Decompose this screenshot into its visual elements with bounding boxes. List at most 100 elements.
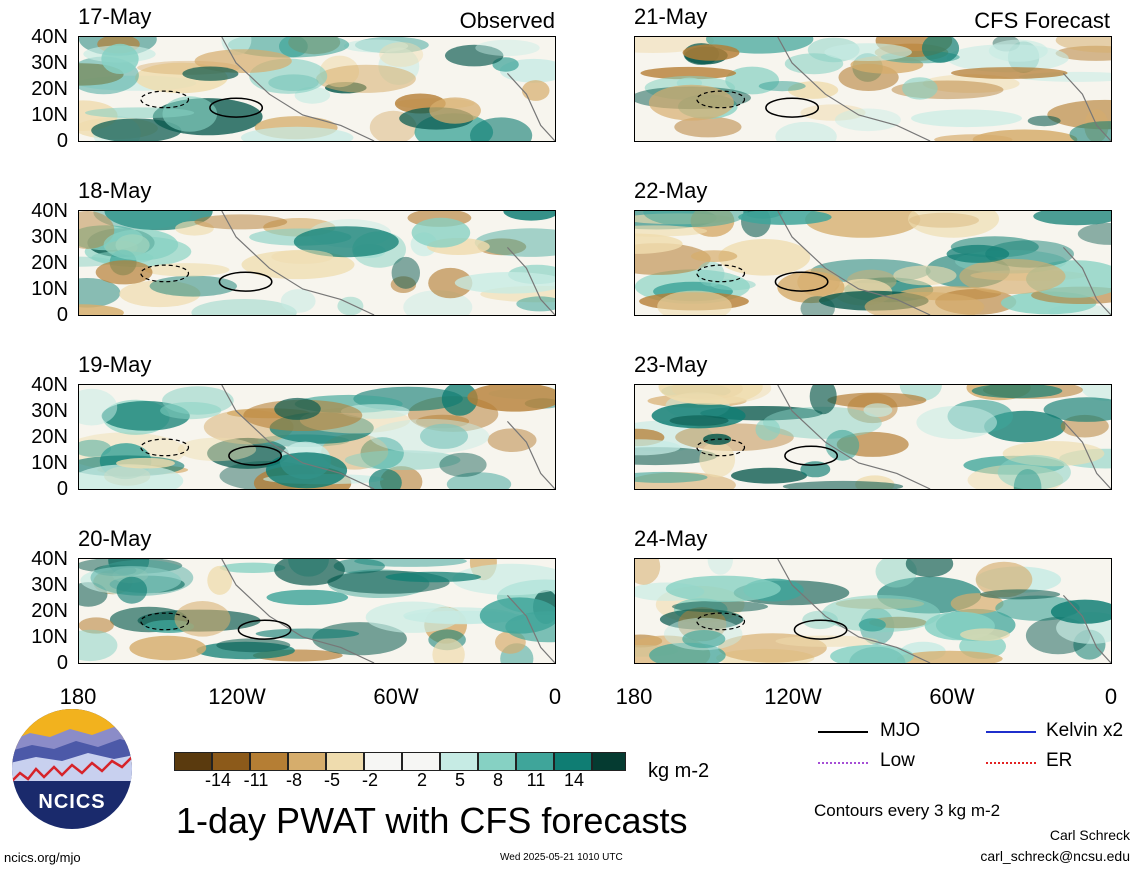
pwat-anomaly-blob	[162, 386, 234, 415]
pwat-anomaly-blob	[274, 397, 321, 420]
pwat-anomaly-blob	[101, 43, 139, 74]
footer-email[interactable]: carl_schreck@ncsu.edu	[980, 848, 1130, 864]
pwat-anomaly-blob	[971, 385, 1063, 399]
pwat-anomaly-blob	[797, 267, 840, 297]
lat-tick: 20N	[31, 600, 68, 622]
lat-tick: 40N	[31, 26, 68, 48]
pwat-anomaly-blob	[182, 66, 239, 81]
pwat-anomaly-blob	[997, 454, 1071, 489]
mjo-contour	[793, 619, 848, 640]
pwat-anomaly-blob	[960, 628, 1010, 641]
pwat-anomaly-blob	[428, 267, 473, 299]
pwat-anomaly-blob	[487, 428, 537, 452]
pwat-anomaly-blob	[439, 452, 487, 477]
pwat-anomaly-blob	[635, 233, 683, 254]
pwat-anomaly-blob	[119, 280, 201, 308]
colorbar-cell	[212, 752, 250, 771]
panel-date: 17-May	[78, 4, 152, 29]
colorbar-cell	[288, 752, 326, 771]
coastline	[506, 594, 555, 663]
pwat-anomaly-blob	[95, 260, 153, 285]
colorbar-units: kg m-2	[648, 760, 710, 782]
pwat-anomaly-blob	[207, 437, 289, 469]
coastline	[777, 37, 931, 141]
panel-date: 23-May	[634, 352, 708, 377]
pwat-anomaly-blob	[411, 217, 471, 248]
footer-url[interactable]: ncics.org/mjo	[4, 850, 81, 865]
pwat-anomaly-blob	[657, 290, 732, 315]
pwat-anomaly-blob	[682, 630, 726, 648]
pwat-field	[635, 37, 1111, 141]
pwat-anomaly-blob	[950, 593, 1004, 614]
pwat-anomaly-blob	[116, 576, 148, 604]
pwat-anomaly-blob	[763, 406, 882, 439]
pwat-anomaly-blob	[271, 249, 334, 264]
pwat-anomaly-blob	[834, 108, 901, 132]
pwat-anomaly-blob	[207, 565, 233, 595]
colorbar-cell	[174, 752, 212, 771]
pwat-anomaly-blob	[1077, 222, 1111, 245]
pwat-anomaly-blob	[79, 464, 184, 489]
pwat-anomaly-blob	[216, 638, 291, 653]
lat-tick: 40N	[31, 200, 68, 222]
panel-date: 21-May	[634, 4, 708, 29]
lon-tick: 60W	[373, 684, 419, 709]
pwat-anomaly-blob	[479, 597, 555, 634]
pwat-anomaly-blob	[266, 589, 349, 606]
footer-author: Carl Schreck	[1049, 827, 1130, 843]
pwat-anomaly-blob	[467, 385, 555, 412]
pwat-anomaly-blob	[79, 439, 112, 457]
legend-swatch-low	[818, 762, 868, 764]
pwat-anomaly-blob	[293, 226, 399, 258]
pwat-anomaly-blob	[274, 559, 345, 586]
pwat-anomaly-blob	[454, 272, 555, 294]
map-panel	[634, 36, 1112, 142]
pwat-anomaly-blob	[635, 225, 708, 237]
lat-tick: 10N	[31, 452, 68, 474]
colorbar-label: -5	[323, 770, 340, 790]
panel-date: 19-May	[78, 352, 152, 377]
pwat-anomaly-blob	[1033, 211, 1111, 226]
pwat-anomaly-blob	[703, 433, 732, 445]
colorbar-cell	[250, 752, 288, 771]
lon-tick: 180	[59, 684, 97, 709]
pwat-anomaly-blob	[908, 211, 1000, 238]
pwat-anomaly-blob	[475, 39, 540, 56]
pwat-anomaly-blob	[975, 561, 1033, 598]
lat-tick: 40N	[31, 548, 68, 570]
pwat-field	[635, 559, 1111, 663]
legend-label-low: Low	[880, 750, 915, 771]
pwat-anomaly-blob	[420, 423, 468, 449]
pwat-anomaly-blob	[343, 39, 409, 53]
map-panel	[78, 210, 556, 316]
pwat-anomaly-blob	[103, 229, 179, 261]
map-panel	[634, 384, 1112, 490]
pwat-anomaly-blob	[640, 66, 737, 80]
coastline	[221, 559, 375, 663]
coastline	[506, 72, 555, 141]
coastline	[221, 211, 375, 315]
lon-tick: 180	[615, 684, 653, 709]
pwat-anomaly-blob	[658, 385, 763, 405]
lat-tick: 0	[56, 652, 68, 674]
coastline	[221, 385, 375, 489]
mjo-contour-negative	[140, 612, 190, 631]
pwat-anomaly-blob	[521, 80, 550, 101]
pwat-anomaly-blob	[690, 250, 738, 262]
pwat-anomaly-blob	[79, 304, 124, 315]
pwat-anomaly-blob	[79, 388, 118, 426]
pwat-anomaly-blob	[916, 405, 997, 440]
lat-tick: 0	[56, 304, 68, 326]
mjo-contour	[218, 271, 273, 292]
colorbar-cell	[364, 752, 402, 771]
pwat-field	[79, 211, 555, 315]
pwat-anomaly-blob	[699, 442, 736, 478]
pwat-anomaly-blob	[415, 414, 470, 429]
pwat-anomaly-blob	[934, 134, 1013, 141]
colorbar-cell	[516, 752, 554, 771]
coastline	[506, 246, 555, 315]
pwat-anomaly-blob	[1043, 397, 1111, 422]
pwat-anomaly-blob	[946, 244, 1010, 263]
pwat-anomaly-blob	[784, 53, 844, 75]
coastline	[506, 420, 555, 489]
